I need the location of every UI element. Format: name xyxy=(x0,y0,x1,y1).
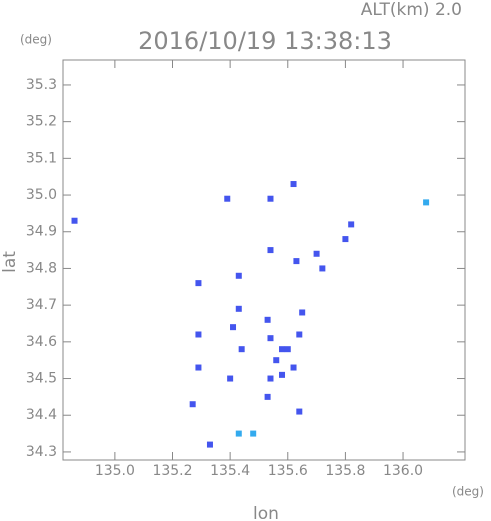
echo-point xyxy=(230,324,237,331)
y-tick-label: 35.1 xyxy=(26,150,57,166)
echo-point xyxy=(264,316,271,323)
x-unit: (deg) xyxy=(452,485,484,499)
echo-point xyxy=(342,236,349,243)
x-tick-label: 136.0 xyxy=(383,463,423,479)
echo-point xyxy=(296,331,303,338)
echo-point xyxy=(264,393,271,400)
echo-point xyxy=(279,371,286,378)
echo-point xyxy=(273,357,280,364)
echo-point xyxy=(267,195,274,202)
echo-point xyxy=(235,430,242,437)
y-tick-label: 35.3 xyxy=(26,77,57,93)
echo-point xyxy=(250,430,257,437)
echo-point xyxy=(267,375,274,382)
echo-point xyxy=(227,375,234,382)
y-tick-label: 34.6 xyxy=(26,334,57,350)
chart-title: 2016/10/19 13:38:13 xyxy=(138,27,392,55)
y-tick-label: 34.3 xyxy=(26,444,57,460)
y-tick-label: 35.2 xyxy=(26,114,57,130)
echo-point xyxy=(290,181,297,188)
echo-point xyxy=(195,280,202,287)
echo-point xyxy=(71,217,78,224)
echo-point xyxy=(267,247,274,254)
echo-point xyxy=(235,272,242,279)
x-tick-label: 135.2 xyxy=(152,463,192,479)
x-tick-label: 135.0 xyxy=(95,463,135,479)
echo-point xyxy=(195,331,202,338)
echo-point xyxy=(313,250,320,257)
echo-point xyxy=(267,335,274,342)
echo-point xyxy=(195,364,202,371)
x-tick-label: 135.8 xyxy=(325,463,365,479)
echo-point xyxy=(235,305,242,312)
y-tick-label: 34.7 xyxy=(26,297,57,313)
x-tick-label: 135.6 xyxy=(268,463,308,479)
echo-point xyxy=(238,346,245,353)
x-axis-label: lon xyxy=(253,504,279,521)
echo-point xyxy=(284,346,291,353)
y-tick-label: 34.4 xyxy=(26,407,57,423)
echo-point xyxy=(290,364,297,371)
echo-point xyxy=(189,401,196,408)
echo-point xyxy=(224,195,231,202)
echo-point xyxy=(348,221,355,228)
y-tick-label: 34.8 xyxy=(26,260,57,276)
echo-point xyxy=(206,441,213,448)
y-unit: (deg) xyxy=(20,33,52,47)
y-tick-label: 34.9 xyxy=(26,224,57,240)
y-tick-label: 35.0 xyxy=(26,187,57,203)
echo-point xyxy=(279,346,286,353)
x-tick-label: 135.4 xyxy=(210,463,250,479)
echo-point xyxy=(293,258,300,265)
y-axis-label: lat xyxy=(0,251,20,273)
y-tick-label: 34.5 xyxy=(26,371,57,387)
echo-point xyxy=(296,408,303,415)
echo-point xyxy=(423,199,430,206)
subtitle: ALT(km) 2.0 xyxy=(361,0,462,20)
echo-point xyxy=(319,265,326,272)
plot-frame xyxy=(62,59,466,461)
echo-point xyxy=(299,309,306,316)
